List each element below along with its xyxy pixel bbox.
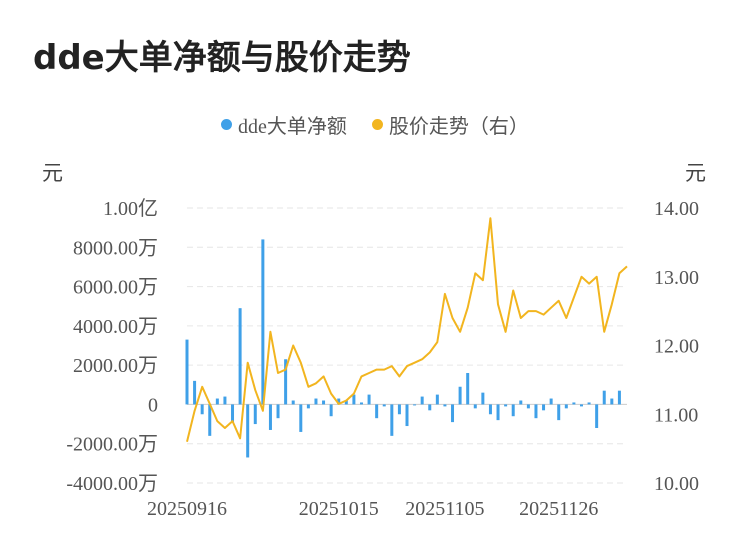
dde-bar (435, 394, 439, 405)
dde-bar (322, 400, 326, 405)
left-tick-label: 8000.00万 (73, 237, 158, 259)
dde-bar (488, 404, 492, 415)
dde-bar (208, 404, 212, 436)
dde-bar (443, 404, 447, 407)
legend: dde大单净额 股价走势（右） (0, 110, 750, 139)
dde-bar (200, 404, 204, 415)
dde-bar (610, 398, 614, 405)
dde-bar (382, 404, 386, 407)
dde-bar (390, 404, 394, 436)
left-tick-label: -2000.00万 (66, 434, 158, 456)
dde-bar (405, 404, 409, 427)
right-tick-label: 12.00 (654, 336, 699, 358)
dde-bar (291, 400, 295, 405)
dde-bar (337, 398, 341, 405)
x-tick-label: 20251015 (299, 498, 379, 520)
legend-item-dde[interactable]: dde大单净额 (221, 110, 347, 139)
dde-bar (231, 404, 235, 423)
right-axis-unit: 元 (685, 161, 706, 185)
left-tick-label: -4000.00万 (66, 473, 158, 495)
right-tick-label: 14.00 (654, 198, 699, 220)
left-tick-label: 6000.00万 (73, 277, 158, 299)
right-tick-label: 11.00 (654, 404, 698, 426)
dde-bar (193, 380, 197, 405)
dde-bar (253, 404, 257, 425)
dde-bar (344, 400, 348, 405)
left-tick-label: 4000.00万 (73, 316, 158, 338)
dde-bar (359, 402, 363, 405)
dde-bar (511, 404, 515, 417)
dde-bar (481, 392, 485, 405)
right-tick-label: 10.00 (654, 473, 699, 495)
dde-bar (504, 404, 508, 407)
legend-label-price: 股价走势（右） (388, 116, 529, 138)
dde-bar (261, 239, 265, 405)
x-tick-label: 20251105 (405, 498, 484, 520)
bar-series (185, 239, 621, 458)
legend-dot-line-icon (371, 119, 383, 130)
dde-bar (223, 396, 227, 405)
dde-bar (496, 404, 500, 421)
dde-bar (268, 404, 272, 430)
dde-bar (526, 404, 530, 409)
dde-bar (215, 398, 219, 405)
dde-bar (420, 396, 424, 405)
x-axis-labels: 20250916 20251015 20251105 20251126 (147, 498, 598, 520)
dde-bar (284, 359, 288, 405)
left-tick-label: 0 (148, 394, 158, 416)
dde-bar (572, 402, 576, 405)
dde-bar (428, 404, 432, 411)
dde-bar (458, 386, 462, 405)
left-tick-label: 2000.00万 (73, 355, 158, 377)
dde-bar (549, 398, 553, 405)
dde-bar (519, 400, 523, 405)
dde-bar (617, 390, 621, 405)
chart-title: dde大单净额与股价走势 (33, 38, 411, 78)
right-axis-labels: 14.00 13.00 12.00 11.00 10.00 (654, 198, 699, 495)
legend-label-dde: dde大单净额 (238, 116, 347, 138)
dde-bar (542, 404, 546, 411)
dde-bar (413, 404, 417, 406)
dde-bar (352, 394, 356, 405)
price-line (186, 217, 628, 443)
dde-bar (473, 404, 477, 409)
dde-bar (246, 404, 250, 458)
dde-bar (238, 308, 242, 405)
dde-bar (314, 398, 318, 405)
dde-bar (466, 373, 470, 405)
dde-bar (185, 339, 189, 405)
dde-bar (367, 394, 371, 405)
legend-dot-bar-icon (221, 119, 233, 130)
x-tick-label: 20250916 (147, 498, 227, 520)
dde-bar (306, 404, 310, 409)
right-tick-label: 13.00 (654, 267, 699, 289)
dde-bar (276, 404, 280, 419)
dde-bar (375, 404, 379, 419)
dde-bar (602, 390, 606, 405)
x-tick-label: 20251126 (519, 498, 598, 520)
left-tick-label: 1.00亿 (103, 197, 158, 220)
line-series (186, 217, 628, 443)
dde-bar (587, 402, 591, 405)
dde-bar (557, 404, 561, 421)
left-axis-labels: 1.00亿 8000.00万 6000.00万 4000.00万 2000.00万 0 -2… (66, 197, 158, 495)
dde-bar (564, 404, 568, 409)
left-axis-unit: 元 (42, 161, 63, 185)
dde-bar (397, 404, 401, 415)
dde-bar (329, 404, 333, 417)
dde-bar (579, 404, 583, 407)
grid-lines (187, 207, 627, 484)
legend-item-price[interactable]: 股价走势（右） (371, 110, 529, 139)
dde-bar (534, 404, 538, 419)
dde-bar (451, 404, 455, 423)
dde-bar (595, 404, 599, 428)
dde-bar (299, 404, 303, 432)
